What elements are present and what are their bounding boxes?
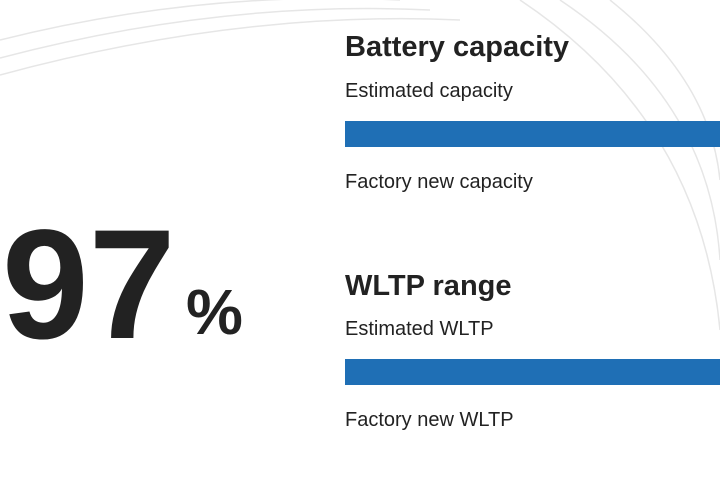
estimated-label: Estimated WLTP xyxy=(345,318,494,340)
percentage-value: 97 xyxy=(2,198,176,372)
factory-label: Factory new WLTP xyxy=(345,409,514,431)
arc xyxy=(0,17,461,76)
section-title: Battery capacity xyxy=(345,31,569,63)
estimated-label: Estimated capacity xyxy=(345,80,513,102)
section-title: WLTP range xyxy=(345,270,512,302)
percentage-unit: % xyxy=(186,276,243,348)
factory-label: Factory new capacity xyxy=(345,171,533,193)
arc xyxy=(609,0,720,181)
arc xyxy=(559,0,720,261)
arc xyxy=(0,7,431,59)
wltp-bar xyxy=(345,359,720,385)
capacity-bar xyxy=(345,121,720,147)
arc xyxy=(0,0,400,41)
